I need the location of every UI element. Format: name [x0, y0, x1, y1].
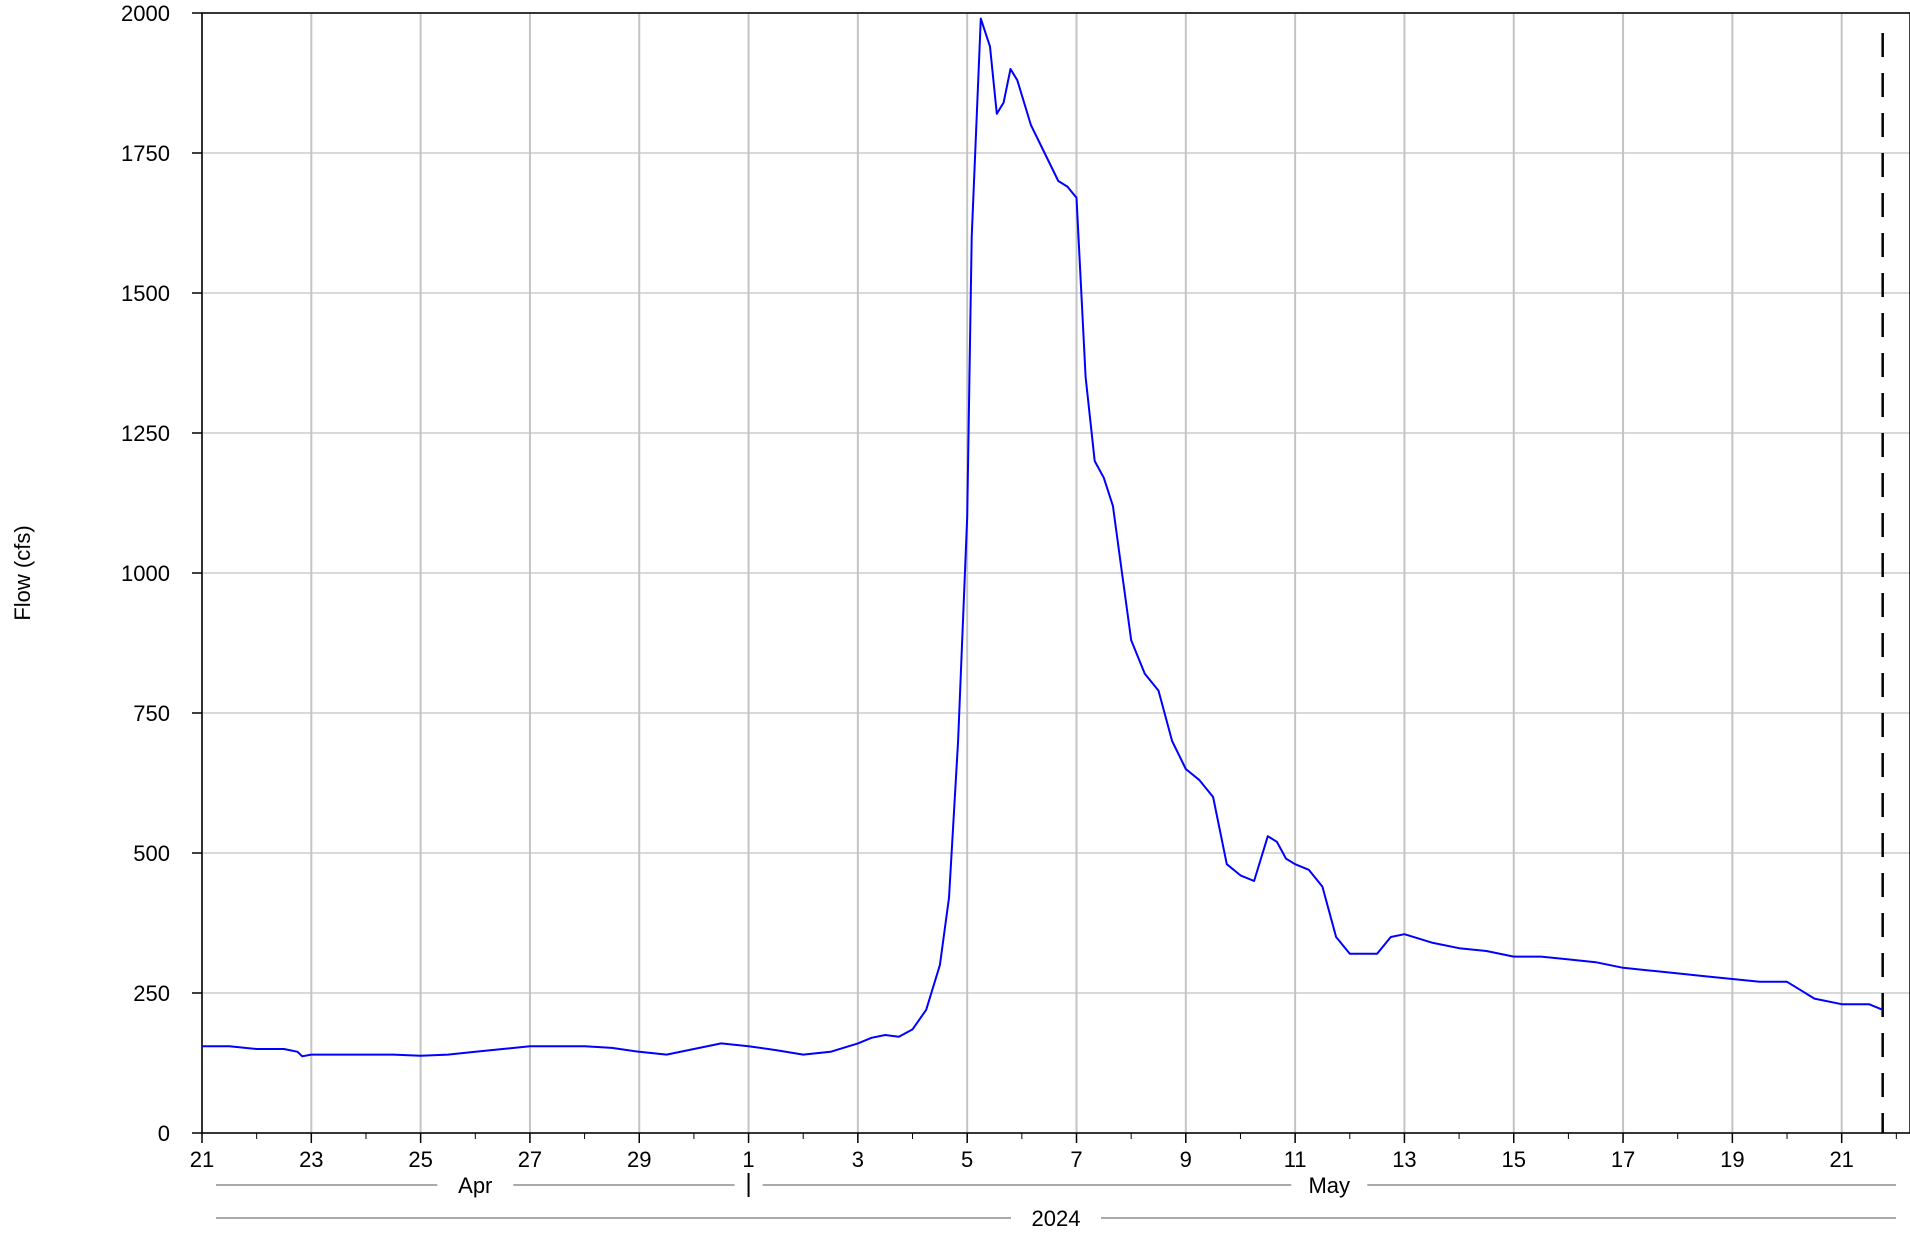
flow-series-line: [202, 17, 1884, 1058]
y-axis-ticks: 0 250 500 750 1000 1250 1500 1750 2000: [121, 1, 202, 1146]
x-tick-label: 15: [1502, 1147, 1526, 1172]
month-label: Apr: [458, 1173, 492, 1198]
x-tick-label: 11: [1284, 1147, 1307, 1172]
y-tick-label: 2000: [121, 1, 170, 26]
month-axis: Apr May: [216, 1173, 1896, 1198]
year-axis: 2024: [216, 1206, 1896, 1231]
x-axis-ticks: 21 23 25 27 29 1 3 5 7 9 11 13 15 17 19 21: [190, 1133, 1897, 1172]
x-tick-label: 5: [961, 1147, 973, 1172]
month-label: May: [1308, 1173, 1350, 1198]
x-tick-label: 29: [627, 1147, 651, 1172]
x-tick-label: 21: [1829, 1147, 1853, 1172]
x-tick-label: 13: [1392, 1147, 1416, 1172]
y-axis-label: Flow (cfs): [10, 525, 35, 620]
x-tick-label: 3: [852, 1147, 864, 1172]
y-tick-label: 1000: [121, 561, 170, 586]
y-tick-label: 250: [133, 981, 170, 1006]
y-tick-label: 1500: [121, 281, 170, 306]
x-tick-label: 9: [1180, 1147, 1192, 1172]
x-tick-label: 1: [742, 1147, 754, 1172]
x-tick-label: 27: [518, 1147, 542, 1172]
y-tick-label: 1750: [121, 141, 170, 166]
x-tick-label: 17: [1611, 1147, 1635, 1172]
y-tick-label: 750: [133, 701, 170, 726]
y-tick-label: 1250: [121, 421, 170, 446]
x-tick-label: 7: [1070, 1147, 1082, 1172]
y-tick-label: 0: [158, 1121, 170, 1146]
x-tick-label: 19: [1720, 1147, 1744, 1172]
y-tick-label: 500: [133, 841, 170, 866]
x-tick-label: 21: [190, 1147, 214, 1172]
x-tick-label: 25: [408, 1147, 432, 1172]
year-label: 2024: [1032, 1206, 1081, 1231]
x-tick-label: 23: [299, 1147, 323, 1172]
